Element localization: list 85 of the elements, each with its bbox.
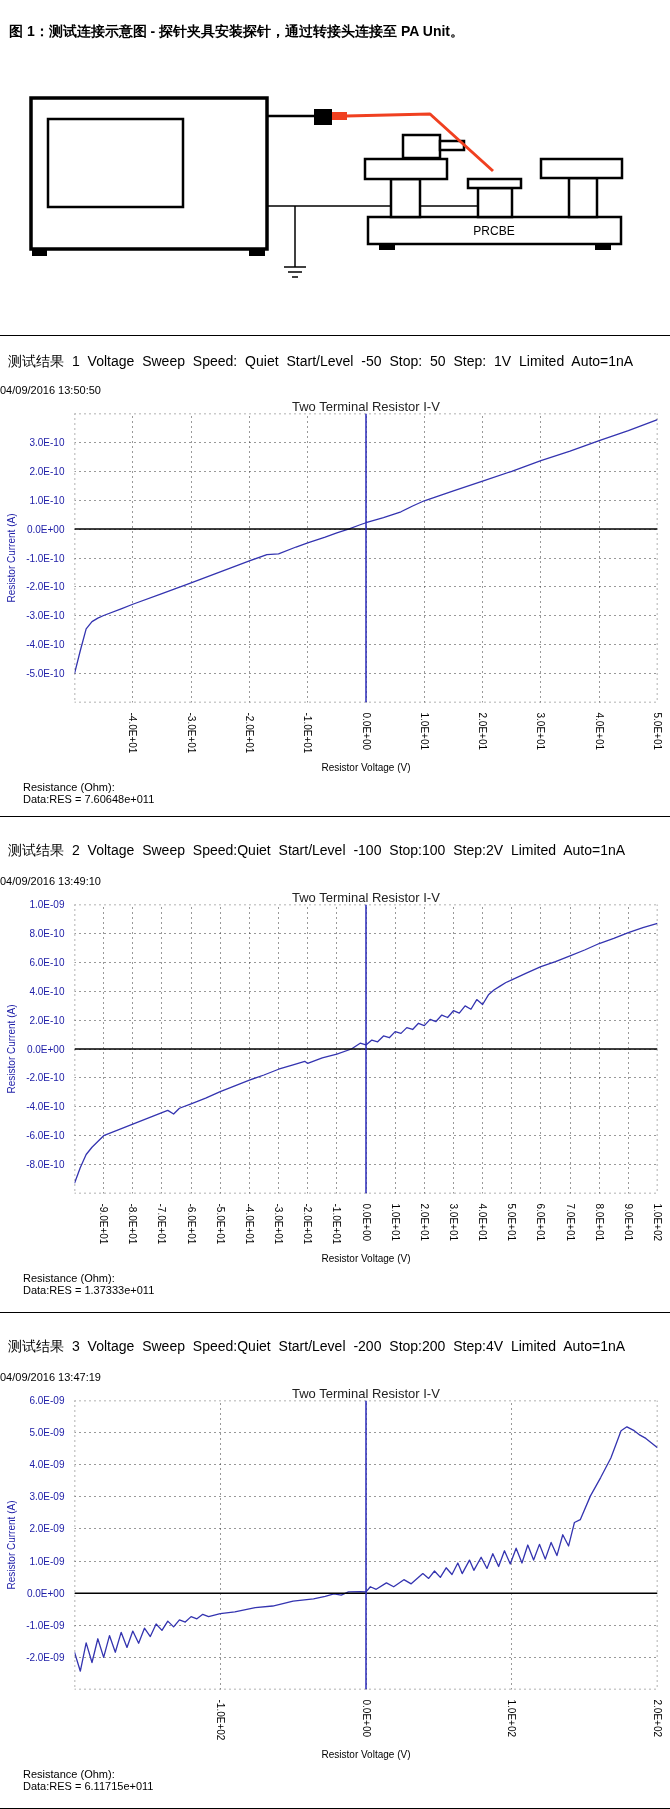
x-tick-label: 3.0E+01 <box>447 1203 459 1242</box>
text: Resistance (Ohm): <box>23 1272 116 1284</box>
y-tick-label: 1.0E-09 <box>29 1555 65 1567</box>
x-tick-label: -4.0E+01 <box>243 1203 255 1245</box>
x-tick-label: 0.0E+00 <box>360 1203 372 1242</box>
chart-subtitle: Two Terminal Resistor I-V <box>291 1385 441 1401</box>
text: Data:RES = 6.11715e+011 <box>23 1780 154 1792</box>
y-axis-title: Resistor Current (A) <box>6 1004 18 1094</box>
y-tick-label: -1.0E-09 <box>26 1619 65 1631</box>
x-tick-label: 2.0E+01 <box>477 712 489 751</box>
y-tick-label: 4.0E-10 <box>29 985 65 997</box>
x-tick-label: 4.0E+01 <box>477 1203 489 1242</box>
x-tick-label: -6.0E+01 <box>185 1203 197 1245</box>
x-tick-label: 1.0E+02 <box>652 1203 663 1242</box>
y-tick-label: 2.0E-09 <box>29 1523 65 1535</box>
x-tick-label: -2.0E+01 <box>302 1203 314 1245</box>
y-tick-label: 0.0E+00 <box>26 523 65 535</box>
y-tick-label: 6.0E-10 <box>29 956 65 968</box>
x-tick-label: -4.0E+01 <box>127 712 139 754</box>
x-tick-label: 5.0E+01 <box>506 1203 518 1242</box>
x-tick-label: -8.0E+01 <box>127 1203 139 1245</box>
y-tick-label: -5.0E-10 <box>26 668 65 680</box>
x-tick-label: 5.0E+01 <box>652 712 663 751</box>
x-tick-label: -1.0E+01 <box>331 1203 343 1245</box>
chart-title: 测试结果 1 Voltage Sweep Speed: Quiet Start/Level -50 Stop: 50 Step: 1V Limited Auto=1nA <box>7 352 634 369</box>
x-tick-label: -7.0E+01 <box>156 1203 168 1245</box>
x-axis-title: Resistor Voltage (V) <box>321 762 411 774</box>
x-tick-label: -9.0E+01 <box>98 1203 110 1245</box>
y-tick-label: 0.0E+00 <box>26 1587 65 1599</box>
y-tick-label: 3.0E-10 <box>29 436 65 448</box>
y-tick-label: 1.0E-10 <box>29 494 65 506</box>
x-tick-label: -3.0E+01 <box>185 712 197 754</box>
text: Resistance (Ohm): <box>23 781 116 793</box>
x-tick-label: 7.0E+01 <box>564 1203 576 1242</box>
text: 04/09/2016 13:50:50 <box>0 383 101 397</box>
y-tick-label: 5.0E-09 <box>29 1427 65 1439</box>
y-tick-label: 6.0E-09 <box>29 1395 65 1406</box>
chart-title: 测试结果 3 Voltage Sweep Speed:Quiet Start/Level -200 Stop:200 Step:4V Limited Auto=1nA <box>7 1337 626 1354</box>
x-tick-label: 6.0E+01 <box>535 1203 547 1242</box>
chart-subtitle: Two Terminal Resistor I-V <box>291 398 441 414</box>
x-tick-label: 0.0E+00 <box>360 712 372 751</box>
y-tick-label: -4.0E-10 <box>26 1101 65 1113</box>
y-axis-title: Resistor Current (A) <box>6 513 18 603</box>
y-tick-label: -2.0E-10 <box>26 1072 65 1084</box>
x-tick-label: 3.0E+01 <box>535 712 547 751</box>
x-axis-title: Resistor Voltage (V) <box>321 1253 411 1265</box>
y-tick-label: -6.0E-10 <box>26 1130 65 1142</box>
text: Data:RES = 7.60648e+011 <box>23 793 155 805</box>
y-tick-label: 2.0E-10 <box>29 465 65 477</box>
x-tick-label: 1.0E+02 <box>506 1699 518 1738</box>
x-tick-label: -5.0E+01 <box>214 1203 226 1245</box>
x-tick-label: 2.0E+01 <box>418 1203 430 1242</box>
x-tick-label: -3.0E+01 <box>273 1203 285 1245</box>
y-tick-label: 1.0E-09 <box>29 899 65 910</box>
x-axis-title: Resistor Voltage (V) <box>321 1749 411 1761</box>
x-tick-label: 4.0E+01 <box>593 712 605 751</box>
text: Resistance (Ohm): <box>23 1768 116 1780</box>
y-tick-label: -8.0E-10 <box>26 1159 65 1171</box>
y-tick-label: -2.0E-09 <box>26 1651 65 1663</box>
x-tick-label: -1.0E+01 <box>302 712 314 754</box>
chart-subtitle: Two Terminal Resistor I-V <box>291 889 441 905</box>
x-tick-label: 2.0E+02 <box>652 1699 663 1738</box>
y-tick-label: -4.0E-10 <box>26 639 65 651</box>
x-tick-label: -2.0E+01 <box>243 712 255 754</box>
y-tick-label: -1.0E-10 <box>26 552 65 564</box>
text: Data:RES = 1.37333e+011 <box>23 1284 155 1296</box>
y-tick-label: 8.0E-10 <box>29 927 65 939</box>
y-tick-label: -2.0E-10 <box>26 581 65 593</box>
text: 图 1：测试连接示意图 - 探针夹具安装探针，通过转接头连接至 PA Unit。 <box>9 22 464 41</box>
x-tick-label: 9.0E+01 <box>622 1203 634 1242</box>
x-tick-label: 1.0E+01 <box>418 712 430 751</box>
x-tick-label: 0.0E+00 <box>360 1699 372 1738</box>
y-axis-title: Resistor Current (A) <box>6 1500 18 1590</box>
y-tick-label: 2.0E-10 <box>29 1014 65 1026</box>
y-tick-label: -3.0E-10 <box>26 610 65 622</box>
y-tick-label: 3.0E-09 <box>29 1491 65 1503</box>
text: 04/09/2016 13:49:10 <box>0 874 101 888</box>
chart-title: 测试结果 2 Voltage Sweep Speed:Quiet Start/Level -100 Stop:100 Step:2V Limited Auto=1nA <box>7 841 626 858</box>
y-tick-label: 0.0E+00 <box>26 1043 65 1055</box>
text: 04/09/2016 13:47:19 <box>0 1370 101 1384</box>
x-tick-label: 1.0E+01 <box>389 1203 401 1242</box>
x-tick-label: -1.0E+02 <box>214 1699 226 1741</box>
x-tick-label: 8.0E+01 <box>593 1203 605 1242</box>
y-tick-label: 4.0E-09 <box>29 1459 65 1471</box>
text: PRCBE <box>473 224 515 238</box>
